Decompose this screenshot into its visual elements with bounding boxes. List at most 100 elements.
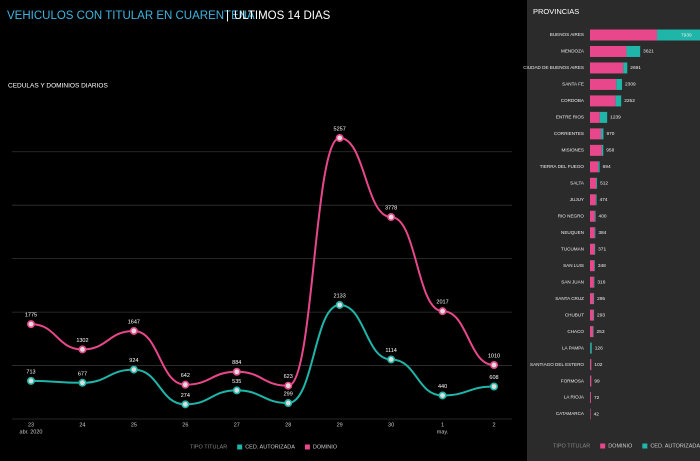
bar-segment	[590, 29, 658, 41]
legend-title: TIPO TITULAR	[553, 443, 590, 449]
bar-segment	[590, 243, 595, 255]
data-label: 608	[489, 375, 498, 381]
data-label: 713	[26, 369, 35, 375]
bar-segment	[657, 29, 700, 41]
total-label: 958	[606, 148, 614, 154]
bar-segment	[590, 293, 594, 305]
data-point	[284, 381, 293, 390]
x-tick-label: 30	[388, 422, 394, 428]
data-label: 1010	[488, 353, 500, 359]
y-tick-label: ENTRE RIOS	[556, 115, 584, 120]
y-tick-label: CHACO	[567, 329, 584, 334]
total-label: 253	[597, 329, 605, 335]
bar-segment	[590, 194, 596, 206]
x-tick-sublabel: may.	[437, 429, 449, 435]
x-tick-sublabel: abr. 2020	[20, 429, 43, 435]
bar-segment	[590, 95, 616, 107]
bar-segment	[616, 78, 622, 90]
total-label: 126	[595, 345, 603, 351]
data-label: 1302	[76, 338, 88, 344]
data-point	[26, 320, 35, 329]
x-tick-label: 26	[182, 422, 188, 428]
panel-title: PROVINCIAS	[533, 7, 579, 16]
y-tick-label: JUJUY	[570, 197, 584, 202]
data-point	[387, 213, 396, 222]
bar-segment	[590, 276, 594, 288]
page-subtitle: ULTIMOS 14 DIAS	[234, 10, 331, 22]
x-tick-label: 29	[337, 422, 343, 428]
data-label: 2133	[334, 293, 346, 299]
data-point	[129, 365, 138, 374]
y-tick-label: NEUQUEN	[561, 230, 584, 235]
y-tick-label: CORDOBA	[561, 98, 585, 103]
data-label: 924	[129, 358, 138, 364]
y-tick-label: TUCUMAN	[561, 246, 584, 251]
bar-segment	[590, 128, 602, 140]
data-label: 1114	[385, 348, 396, 354]
total-label: 348	[598, 263, 606, 269]
legend-swatch	[237, 444, 243, 450]
data-point	[489, 361, 498, 370]
total-label: 2252	[624, 98, 635, 104]
legend-swatch	[600, 443, 606, 449]
data-point	[387, 355, 396, 364]
legend-label: CED. AUTORIZADA	[650, 443, 700, 449]
main-panel	[0, 0, 523, 461]
y-tick-label: LA RIOJA	[564, 395, 585, 400]
bar-segment	[590, 227, 595, 239]
y-tick-label: CHUBUT	[565, 312, 584, 317]
bar-segment	[590, 144, 602, 156]
data-point	[129, 326, 138, 335]
y-tick-label: CATAMARCA	[556, 411, 585, 416]
total-label: 1239	[610, 115, 621, 121]
data-point	[438, 307, 447, 316]
data-label: 535	[232, 379, 241, 385]
y-tick-label: SAN LUIS	[563, 263, 584, 268]
bar-segment	[615, 95, 622, 107]
bar-segment	[590, 111, 600, 123]
page-title: VEHICULOS CON TITULAR EN CUARENTENA	[7, 10, 255, 22]
data-point	[232, 367, 241, 376]
data-label: 1647	[128, 319, 140, 325]
data-point	[78, 378, 87, 387]
data-label: 642	[181, 373, 190, 379]
y-tick-label: SANTA FE	[562, 82, 584, 87]
bar-segment	[594, 260, 595, 272]
legend-label: DOMINIO	[608, 443, 633, 449]
data-point	[438, 391, 447, 400]
legend-swatch	[304, 444, 310, 450]
total-label: 384	[598, 230, 606, 236]
x-tick-label: 27	[234, 422, 240, 428]
bar-segment	[599, 111, 608, 123]
y-tick-label: CORRIENTES	[554, 131, 584, 136]
y-tick-label: TIERRA DEL FUEGO	[540, 164, 585, 169]
bar-segment	[590, 62, 624, 74]
data-point	[181, 380, 190, 389]
y-tick-label: CIUDAD DE BUENOS AIRES	[523, 65, 584, 70]
bar-segment	[590, 45, 627, 57]
data-point	[335, 133, 344, 142]
bar-segment	[595, 194, 597, 206]
bar-segment	[590, 260, 595, 272]
data-point	[335, 300, 344, 309]
y-tick-label: FORMOSA	[561, 378, 585, 383]
bar-segment	[590, 408, 591, 420]
title-separator: |	[226, 10, 229, 22]
y-tick-label: SANTIAGO DEL ESTERO	[530, 362, 584, 367]
y-tick-label: BUENOS AIRES	[550, 32, 584, 37]
series-line	[30, 303, 495, 406]
y-tick-label: MISIONES	[562, 148, 584, 153]
total-label: 512	[600, 181, 608, 187]
data-point	[232, 386, 241, 395]
legend-label: DOMINIO	[313, 444, 338, 450]
bar-segment	[590, 78, 617, 90]
bar-segment	[598, 161, 600, 173]
y-tick-label: MENDOZA	[561, 49, 585, 54]
bar-segment	[623, 62, 628, 74]
bar-segment	[590, 326, 594, 338]
total-label: 72	[594, 395, 600, 401]
total-label: 970	[606, 131, 614, 137]
bar-segment	[626, 45, 641, 57]
y-tick-label: SAN JUAN	[561, 279, 584, 284]
total-label: 99	[594, 378, 600, 384]
